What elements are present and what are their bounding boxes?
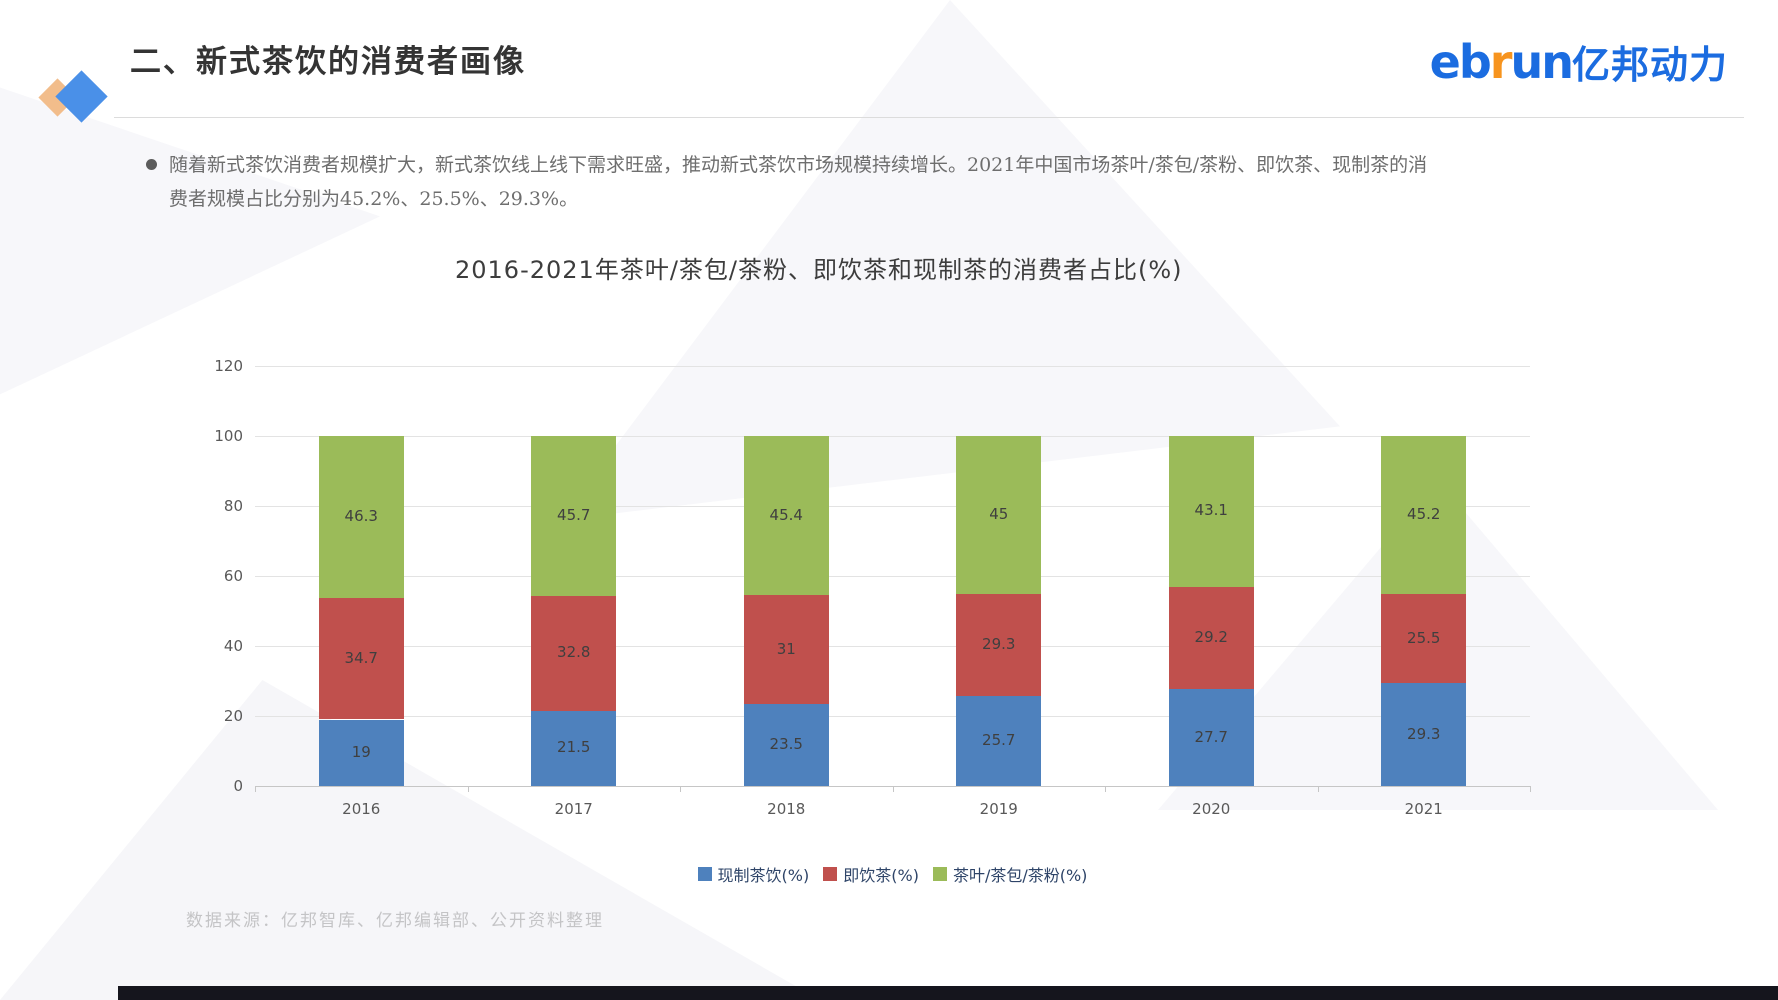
chart-legend: 现制茶饮(%) 即饮茶(%) 茶叶/茶包/茶粉(%) [255, 862, 1530, 886]
x-category-label: 2016 [342, 800, 381, 818]
data-source-note: 数据来源：亿邦智库、亿邦编辑部、公开资料整理 [186, 911, 604, 931]
bar-segment: 31 [743, 595, 829, 704]
legend-item: 茶叶/茶包/茶粉(%) [932, 862, 1088, 886]
bar-segment: 45 [956, 436, 1042, 594]
bar-value-label: 32.8 [557, 643, 591, 662]
bar-segment: 25.7 [956, 696, 1042, 786]
y-tick-label: 60 [223, 567, 243, 585]
bar-value-label: 45 [989, 504, 1009, 523]
bar-value-label: 27.7 [1194, 727, 1228, 746]
legend-item: 现制茶饮(%) [697, 862, 810, 886]
legend-swatch [823, 867, 838, 881]
bar-value-label: 45.4 [769, 505, 803, 524]
y-tick-label: 40 [223, 637, 243, 655]
x-axis-tick [467, 786, 469, 792]
bar-value-label: 29.2 [1194, 627, 1228, 646]
bullet-icon [146, 159, 157, 170]
bar-segment: 43.1 [1168, 436, 1254, 587]
bar-segment: 34.7 [318, 598, 404, 720]
x-category-label: 2018 [767, 800, 806, 818]
x-category-label: 2020 [1192, 800, 1231, 818]
gridline [255, 716, 1530, 717]
legend-label: 茶叶/茶包/茶粉(%) [952, 866, 1088, 885]
bar-value-label: 19 [351, 742, 371, 761]
x-axis-tick [255, 786, 256, 792]
bar-value-label: 25.5 [1407, 628, 1441, 647]
x-category-label: 2019 [979, 800, 1018, 818]
gridline [255, 366, 1530, 367]
x-axis-tick [892, 786, 894, 792]
bar-segment: 25.5 [1381, 594, 1467, 684]
chart-title: 2016-2021年茶叶/茶包/茶粉、即饮茶和现制茶的消费者占比(%) [455, 256, 1183, 284]
bar-segment: 45.7 [531, 436, 617, 596]
page-title: 二、新式茶饮的消费者画像 [130, 44, 526, 80]
bar-segment: 45.4 [743, 436, 829, 596]
x-axis-tick [1105, 786, 1106, 792]
bar-value-label: 43.1 [1194, 501, 1228, 520]
x-axis-tick [1530, 786, 1531, 792]
bar-value-label: 25.7 [982, 731, 1016, 750]
x-axis-tick [680, 786, 681, 792]
logo-text-r: r [1489, 35, 1513, 89]
bullet-row: 随着新式茶饮消费者规模扩大，新式茶饮线上线下需求旺盛，推动新式茶饮市场规模持续增… [146, 148, 1436, 216]
y-tick-label: 120 [214, 357, 243, 375]
x-category-label: 2021 [1404, 800, 1443, 818]
bar-segment: 29.3 [956, 593, 1042, 697]
ebrun-logo: ebrun亿邦动力 [1430, 34, 1728, 89]
logo-text-un: un [1510, 35, 1573, 89]
bar-value-label: 23.5 [769, 734, 803, 753]
logo-text-eb: eb [1429, 35, 1492, 89]
legend-swatch [932, 867, 947, 881]
bar-value-label: 34.7 [344, 648, 378, 667]
x-category-label: 2017 [554, 800, 593, 818]
bullet-text: 随着新式茶饮消费者规模扩大，新式茶饮线上线下需求旺盛，推动新式茶饮市场规模持续增… [169, 154, 1428, 210]
bar-value-label: 45.7 [557, 505, 591, 524]
bar-segment: 19 [318, 719, 404, 786]
bar-segment: 27.7 [1168, 689, 1254, 786]
bar-segment: 29.2 [1168, 586, 1254, 690]
y-tick-label: 80 [223, 497, 243, 515]
bar-value-label: 21.5 [557, 738, 591, 757]
bar-segment: 46.3 [318, 436, 404, 599]
legend-swatch [697, 867, 712, 881]
gridline [255, 506, 1530, 507]
gridline [255, 646, 1530, 647]
bar-segment: 45.2 [1381, 436, 1467, 595]
title-divider [114, 117, 1744, 118]
legend-item: 即饮茶(%) [823, 862, 919, 886]
bar-segment: 29.3 [1381, 683, 1467, 786]
x-axis-tick [1317, 786, 1319, 792]
y-tick-label: 0 [233, 777, 243, 795]
bar-value-label: 31 [776, 639, 796, 658]
legend-label: 即饮茶(%) [843, 866, 919, 885]
logo-text-cn: 亿邦动力 [1571, 43, 1728, 87]
bottom-accent-bar [118, 986, 1778, 1000]
bar-value-label: 46.3 [344, 507, 378, 526]
bar-value-label: 45.2 [1407, 505, 1441, 524]
bar-segment: 32.8 [531, 595, 617, 711]
bar-segment: 21.5 [531, 710, 617, 786]
bar-value-label: 29.3 [1407, 724, 1441, 743]
gridline [255, 576, 1530, 577]
bar-segment: 23.5 [743, 703, 829, 786]
y-tick-label: 20 [223, 707, 243, 725]
gridline [255, 436, 1530, 437]
legend-label: 现制茶饮(%) [717, 866, 810, 885]
y-tick-label: 100 [214, 427, 243, 445]
bar-value-label: 29.3 [982, 634, 1016, 653]
